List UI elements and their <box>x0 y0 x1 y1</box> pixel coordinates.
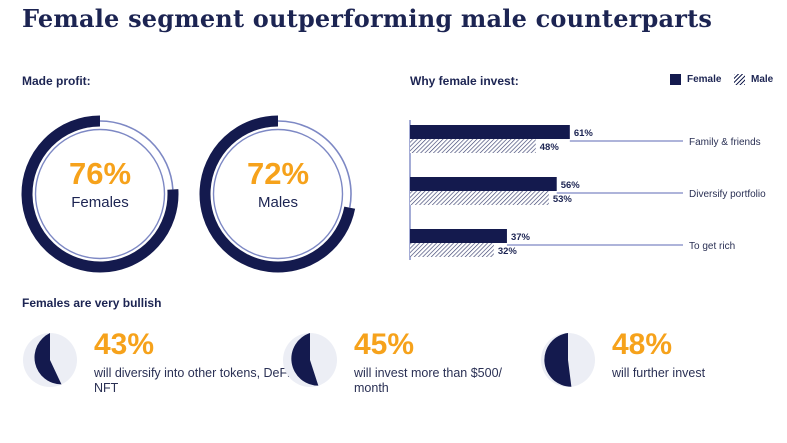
category-label-0: Family & friends <box>689 137 761 148</box>
male-donut-graphic <box>199 115 356 273</box>
female-donut-arc <box>21 115 179 273</box>
bar-male-1 <box>410 191 549 205</box>
female-profit-donut: 76% Females <box>20 114 180 274</box>
category-label-2: To get rich <box>689 241 735 252</box>
bullish-item-1: 45% will invest more than $500/ month <box>282 326 532 396</box>
pie-slice-0 <box>34 333 62 385</box>
pie-slice-1 <box>291 333 319 386</box>
bullish-item-2: 48% will further invest <box>540 326 787 396</box>
male-donut-arc <box>199 115 356 273</box>
bar-female-0 <box>410 125 570 139</box>
bullish-pie-1 <box>283 333 337 387</box>
bullish-desc-2: will further invest <box>612 366 706 380</box>
female-profit-caption: Females <box>71 194 129 211</box>
female-profit-value: 76% <box>68 156 132 191</box>
bullish-pie-0 <box>23 333 77 387</box>
bullish-value-1: 45% <box>354 328 415 361</box>
bullish-pie-2 <box>541 333 595 387</box>
bar-male-label-1: 53% <box>553 194 573 205</box>
page-title: Female segment outperforming male counte… <box>22 4 713 33</box>
made-profit-label: Made profit: <box>22 74 91 88</box>
bar-female-label-0: 61% <box>574 128 594 139</box>
bar-female-2 <box>410 229 507 243</box>
female-donut-remainder <box>100 120 174 190</box>
male-profit-donut: 72% Males <box>198 114 358 274</box>
bullish-label: Females are very bullish <box>22 296 162 310</box>
legend-male-label: Male <box>751 74 774 85</box>
female-donut-inner-ring <box>34 128 166 260</box>
legend-male: Male <box>734 74 773 85</box>
male-profit-caption: Males <box>257 194 298 211</box>
why-invest-bar-chart: 61% 48% Family & friends 56% 53% Diversify po… <box>409 120 766 260</box>
bar-male-label-0: 48% <box>540 142 560 153</box>
bar-male-0 <box>410 139 536 153</box>
legend-female-label: Female <box>687 74 722 85</box>
bar-female-label-1: 56% <box>561 180 581 191</box>
bullish-item-0: 43% will diversify into other tokens, DeF… <box>22 326 293 396</box>
bar-male-label-2: 32% <box>498 246 518 257</box>
pie-slice-2 <box>544 333 572 387</box>
bullish-desc-1: will invest more than $500/ month <box>354 366 502 395</box>
bullish-desc-0: will diversify into other tokens, DeFi, … <box>94 366 294 395</box>
bar-female-1 <box>410 177 557 191</box>
male-donut-inner-ring <box>212 128 344 260</box>
legend-female: Female <box>670 74 721 85</box>
male-donut-remainder <box>278 120 352 208</box>
bar-male-2 <box>410 243 494 257</box>
legend-female-swatch <box>670 74 681 85</box>
legend-male-swatch <box>734 74 745 85</box>
male-profit-value: 72% <box>246 156 310 191</box>
bullish-value-2: 48% <box>612 328 673 361</box>
why-invest-label: Why female invest: <box>410 74 519 88</box>
female-donut-graphic <box>21 115 179 273</box>
category-label-1: Diversify portfolio <box>689 189 766 200</box>
bullish-value-0: 43% <box>94 328 155 361</box>
bar-female-label-2: 37% <box>511 232 531 243</box>
